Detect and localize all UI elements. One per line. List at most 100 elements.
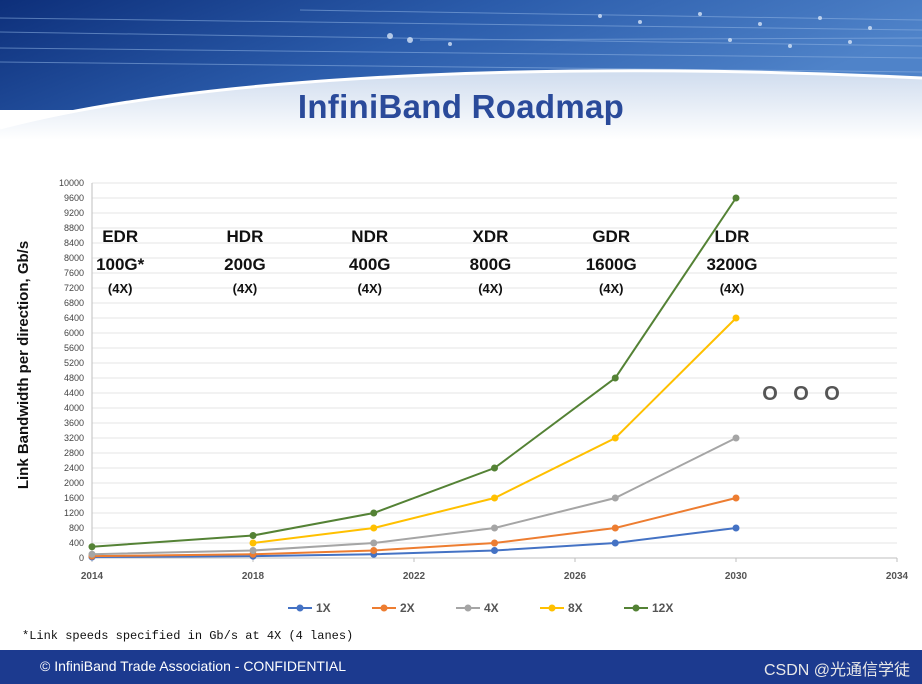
x-tick-label: 2034 [886,571,909,582]
legend-label-12x: 12X [652,601,673,615]
data-point-2x [611,524,619,532]
data-point-4x [611,494,619,502]
banner-streaks [0,9,922,73]
generation-name: NDR [351,227,388,246]
legend-label-1x: 1X [316,601,331,615]
data-point-4x [88,550,96,558]
generation-speed: 3200G [706,255,757,274]
generation-lanes: (4X) [599,281,624,296]
x-tick-label: 2022 [403,571,426,582]
watermark-text: CSDN @光通信学徒 [763,662,910,679]
legend-label-4x: 4X [484,601,499,615]
y-tick-label: 6800 [64,298,84,308]
generation-lanes: (4X) [720,281,745,296]
y-tick-label: 3200 [64,433,84,443]
generation-speed: 400G [349,255,391,274]
generation-name: HDR [227,227,264,246]
series-line-12x [91,197,737,548]
generation-lanes: (4X) [357,281,382,296]
data-point-8x [249,539,257,547]
y-tick-label: 6000 [64,328,84,338]
y-axis-label: Link Bandwidth per direction, Gb/s [15,241,32,489]
continuation-marker: O [824,383,840,405]
banner-wave-edge [0,69,922,130]
y-tick-label: 800 [69,523,84,533]
y-tick-label: 6400 [64,313,84,323]
generation-speed: 800G [470,255,512,274]
data-point-1x [491,547,498,554]
legend-marker-12x [632,604,640,612]
generation-name: LDR [714,227,749,246]
y-tick-label: 2800 [64,448,84,458]
x-tick-label: 2026 [564,571,587,582]
continuation-marker: O [762,383,778,405]
generation-name: EDR [102,227,138,246]
y-tick-label: 3600 [64,418,84,428]
data-point-12x [370,509,378,517]
y-tick-label: 8000 [64,253,84,263]
data-point-2x [732,494,740,502]
data-point-1x [732,524,740,532]
bandwidth-line-chart: Link Bandwidth per direction, Gb/s 0 400 8… [15,178,909,615]
generation-speed: 1600G [586,255,637,274]
continuation-marker: O [793,383,809,405]
footer-bar: © InfiniBand Trade Association - CONFIDE… [0,650,922,684]
legend-label-8x: 8X [568,601,583,615]
x-tick-label: 2018 [242,571,265,582]
y-tick-label: 9200 [64,208,84,218]
y-tick-label: 400 [69,538,84,548]
data-point-8x [611,434,619,442]
legend-marker-4x [464,604,472,612]
y-tick-label: 4400 [64,388,84,398]
generation-name: GDR [592,227,630,246]
legend-marker-8x [548,604,556,612]
data-point-8x [370,524,378,532]
y-tick-label: 4000 [64,403,84,413]
legend-label-2x: 2X [400,601,415,615]
y-tick-label: 5600 [64,343,84,353]
y-tick-label: 7200 [64,283,84,293]
copyright-text: © InfiniBand Trade Association - CONFIDE… [40,658,346,674]
data-point-4x [370,539,378,547]
data-point-12x [88,543,96,551]
legend-marker-2x [380,604,388,612]
series-line-4x [91,437,737,556]
data-point-2x [370,547,378,554]
y-tick-label: 8400 [64,238,84,248]
series-line-1x [91,527,737,559]
data-point-4x [249,547,257,554]
generation-speed: 200G [224,255,266,274]
data-point-12x [611,374,619,382]
header-banner [0,0,922,140]
data-point-12x [732,194,740,202]
legend-marker-1x [296,604,304,612]
data-point-1x [611,539,619,547]
banner-dots [387,12,872,48]
page-title: InfiniBand Roadmap [297,88,625,125]
y-tick-label: 1600 [64,493,84,503]
y-tick-label: 0 [79,553,84,563]
y-tick-label: 8800 [64,223,84,233]
data-point-8x [732,314,740,322]
x-tick-label: 2014 [81,571,104,582]
series-line-2x [91,497,737,558]
y-tick-label: 4800 [64,373,84,383]
y-tick-label: 1200 [64,508,84,518]
data-point-4x [732,434,740,442]
generation-speed: 100G* [96,255,145,274]
generation-lanes: (4X) [233,281,258,296]
generation-name: XDR [473,227,509,246]
y-tick-label: 7600 [64,268,84,278]
y-tick-label: 10000 [59,178,84,188]
data-point-4x [491,524,498,532]
y-tick-label: 5200 [64,358,84,368]
banner-wave [0,70,922,140]
y-tick-label: 2000 [64,478,84,488]
data-point-8x [491,494,498,502]
y-tick-label: 9600 [64,193,84,203]
y-tick-label: 2400 [64,463,84,473]
generation-lanes: (4X) [478,281,503,296]
data-point-12x [249,532,257,539]
generation-lanes: (4X) [108,281,133,296]
x-tick-label: 2030 [725,571,748,582]
